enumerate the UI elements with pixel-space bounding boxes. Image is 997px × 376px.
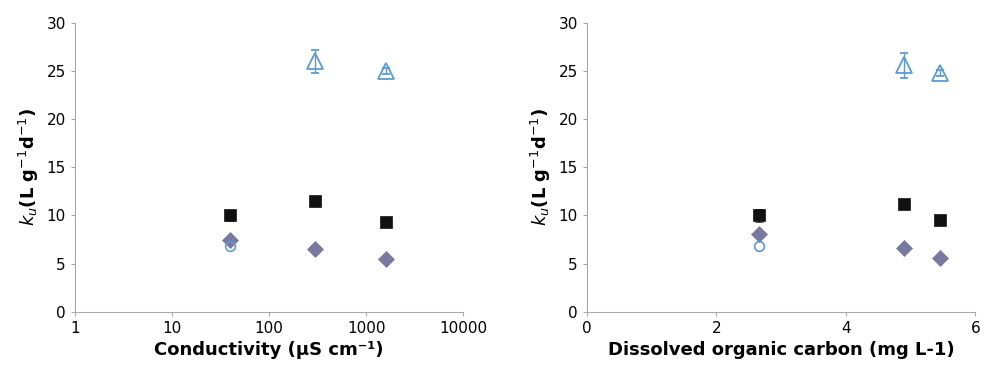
- X-axis label: Conductivity (μS cm⁻¹): Conductivity (μS cm⁻¹): [155, 341, 384, 359]
- X-axis label: Dissolved organic carbon (mg L-1): Dissolved organic carbon (mg L-1): [608, 341, 954, 359]
- Y-axis label: $k_u$(L g$^{-1}$d$^{-1}$): $k_u$(L g$^{-1}$d$^{-1}$): [17, 108, 41, 226]
- Y-axis label: $k_u$(L g$^{-1}$d$^{-1}$): $k_u$(L g$^{-1}$d$^{-1}$): [529, 108, 553, 226]
